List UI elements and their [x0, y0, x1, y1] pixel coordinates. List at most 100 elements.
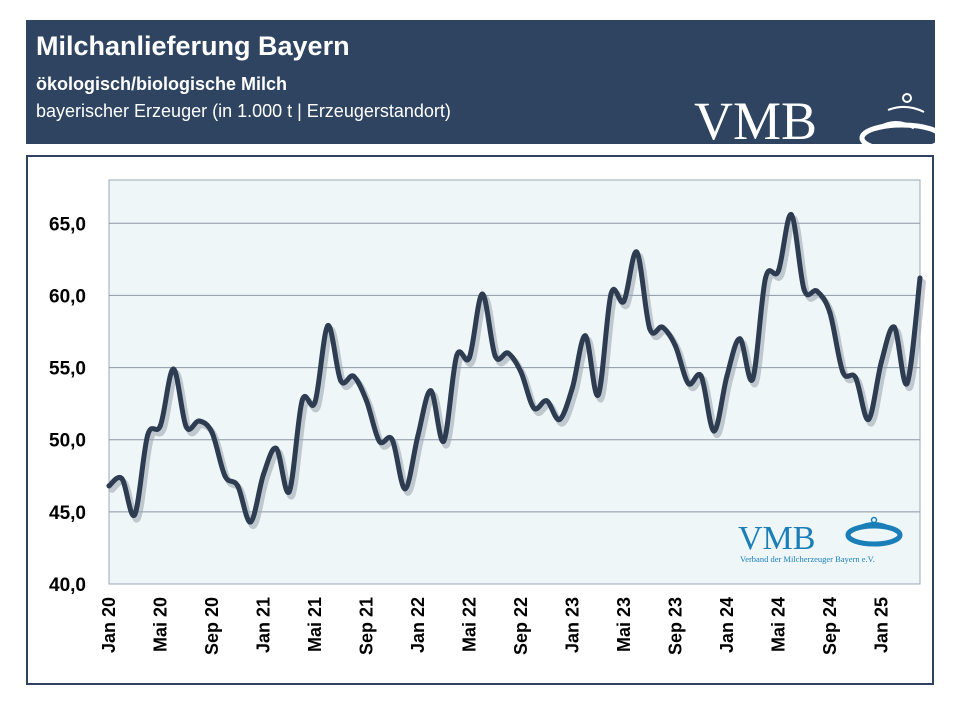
data-point	[492, 353, 498, 359]
data-point	[454, 353, 460, 359]
data-point	[737, 336, 743, 342]
data-point	[183, 424, 189, 430]
y-tick-label: 50,0	[49, 431, 86, 452]
data-point	[158, 422, 163, 428]
x-tick-label: Sep 20	[202, 597, 222, 655]
data-point	[711, 428, 717, 434]
data-point	[170, 366, 176, 372]
series-points	[106, 212, 923, 525]
data-point	[763, 275, 768, 281]
x-tick-label: Jan 22	[408, 597, 428, 653]
data-point	[312, 399, 318, 405]
x-tick-label: Mai 23	[614, 597, 634, 652]
series-line	[106, 212, 923, 525]
x-tick-label: Mai 20	[150, 597, 170, 652]
data-point	[376, 438, 382, 444]
data-point	[698, 373, 704, 379]
vmb-watermark-logo: VMB Verband der Milcherzeuger Bayern e.V…	[738, 516, 903, 564]
data-point	[544, 398, 550, 404]
data-point	[248, 519, 254, 525]
data-point	[853, 375, 859, 381]
x-tick-label: Sep 24	[820, 597, 840, 655]
watermark-milk-drop-icon	[845, 516, 903, 547]
data-point	[917, 275, 923, 281]
vmb-logo: VMB	[694, 91, 935, 144]
data-point	[196, 418, 202, 424]
data-point	[441, 438, 447, 444]
x-tick-label: Jan 23	[562, 597, 582, 653]
watermark-caption: Verband der Milcherzeuger Bayern e.V.	[740, 554, 875, 564]
line-chart: 40,0 45,0 50,0 55,0 60,0 65,0 Jan 20 Mai 20 Sep…	[49, 179, 926, 655]
data-point	[325, 323, 331, 329]
y-axis: 40,0 45,0 50,0 55,0 60,0 65,0	[49, 214, 86, 596]
data-point	[775, 268, 781, 274]
data-point	[505, 350, 511, 356]
data-point	[222, 473, 228, 479]
data-point	[582, 333, 588, 339]
data-point	[235, 483, 241, 489]
vmb-logo-text: VMB	[694, 91, 817, 144]
data-point	[428, 388, 434, 394]
data-point	[814, 288, 820, 294]
x-tick-label: Jan 20	[99, 597, 119, 653]
y-tick-label: 65,0	[49, 214, 86, 235]
data-point	[634, 249, 640, 255]
data-point	[647, 326, 653, 332]
data-point	[660, 324, 665, 330]
data-point	[389, 437, 395, 443]
page-subtitle-unit: bayerischer Erzeuger (in 1.000 t | Erzeu…	[36, 101, 451, 121]
x-tick-label: Jan 25	[871, 597, 891, 653]
x-tick-label: Mai 22	[459, 597, 479, 652]
data-point	[569, 385, 575, 391]
y-tick-label: 55,0	[49, 359, 86, 380]
data-point	[299, 398, 305, 404]
data-point	[878, 359, 884, 365]
x-tick-label: Sep 23	[665, 597, 685, 655]
data-point	[750, 376, 756, 382]
page-title: Milchanlieferung Bayern	[36, 31, 350, 61]
data-point	[338, 378, 344, 384]
data-point	[132, 512, 138, 518]
data-point	[840, 369, 846, 375]
data-point	[145, 432, 151, 438]
data-point	[273, 445, 279, 451]
x-axis: Jan 20 Mai 20 Sep 20 Jan 21 Mai 21 Sep 21 Jan …	[99, 597, 891, 655]
data-point	[479, 291, 485, 297]
data-point	[595, 392, 601, 398]
page-subtitle-product: ökologisch/biologische Milch	[36, 74, 288, 94]
data-point	[866, 417, 871, 422]
data-point	[557, 417, 563, 422]
data-point	[466, 355, 472, 360]
data-point	[621, 298, 627, 304]
data-point	[518, 369, 524, 375]
data-point	[351, 373, 357, 379]
data-point	[402, 486, 408, 492]
x-tick-label: Sep 21	[356, 597, 376, 655]
data-point	[672, 343, 678, 349]
data-point	[608, 291, 614, 297]
data-point	[364, 398, 369, 404]
data-point	[261, 471, 266, 477]
y-tick-label: 60,0	[49, 286, 86, 307]
data-point	[904, 380, 910, 386]
data-point	[724, 373, 730, 379]
header-banner: Milchanlieferung Bayern ökologisch/biolo…	[26, 20, 935, 144]
data-point	[827, 310, 833, 316]
data-point	[209, 430, 215, 435]
data-point	[891, 324, 897, 330]
y-tick-label: 40,0	[49, 575, 86, 596]
x-tick-label: Sep 22	[511, 597, 531, 655]
milk-drop-icon	[859, 93, 935, 144]
data-point	[106, 483, 112, 489]
data-point	[119, 476, 125, 482]
data-point	[531, 405, 537, 411]
data-point	[685, 380, 691, 386]
x-tick-label: Mai 21	[305, 597, 325, 652]
data-point	[286, 489, 292, 495]
x-tick-label: Jan 21	[253, 597, 273, 653]
data-point	[415, 432, 421, 438]
watermark-logo-text: VMB	[738, 520, 815, 557]
x-tick-label: Mai 24	[768, 597, 788, 652]
x-tick-label: Jan 24	[717, 597, 737, 653]
chart-frame: 40,0 45,0 50,0 55,0 60,0 65,0 Jan 20 Mai 20 Sep…	[26, 155, 934, 685]
